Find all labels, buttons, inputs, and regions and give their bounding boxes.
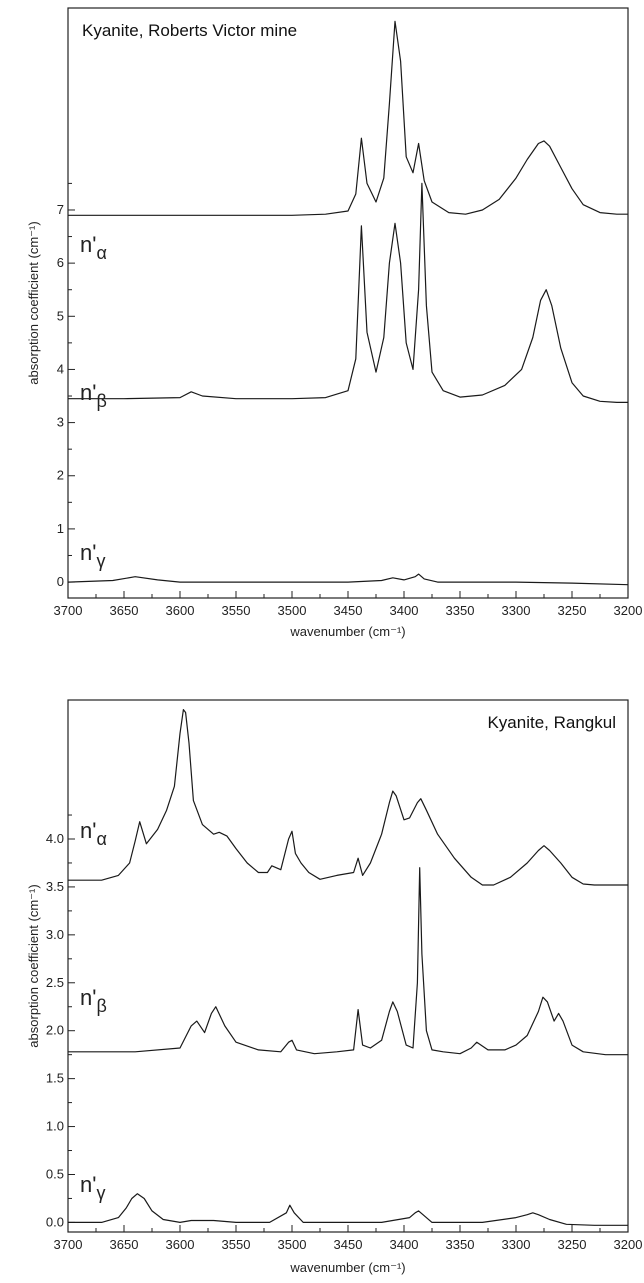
series-label-2: n'β (80, 380, 107, 411)
x-tick-label: 3700 (54, 603, 83, 618)
series-label-2: n'β (80, 985, 107, 1016)
x-tick-label: 3500 (278, 1237, 307, 1252)
chart-panel-1: 3700 3650 3600 3550 3500 3450 3400 3350 3300 3250… (26, 7, 643, 639)
x-tick-label: 3250 (558, 603, 587, 618)
y-tick-label: 0.5 (46, 1166, 64, 1181)
x-tick-label: 3400 (390, 1237, 419, 1252)
chart-panel-2: 3700 3650 3600 3550 3500 3450 3400 3350 3300 3250… (26, 699, 643, 1275)
x-tick-label: 3400 (390, 603, 419, 618)
series-label-1: n'α (80, 818, 107, 849)
series-line-2 (68, 867, 628, 1056)
y-tick-label: 1.0 (46, 1119, 64, 1134)
y-tick-label: 7 (57, 202, 64, 217)
x-tick-label: 3450 (334, 603, 363, 618)
series-label-3: n'γ (80, 540, 105, 571)
series-line-3 (67, 573, 629, 586)
y-tick-label: 1.5 (46, 1071, 64, 1086)
x-tick-label: 3550 (222, 1237, 251, 1252)
x-tick-label: 3200 (614, 1237, 643, 1252)
y-axis-label: absorption coefficient (cm⁻¹) (26, 221, 41, 384)
y-tick-label: 2 (57, 468, 64, 483)
series-line-1 (68, 709, 628, 886)
plot-frame (67, 699, 629, 1233)
y-tick-label: 2.5 (46, 975, 64, 990)
x-tick-label: 3600 (166, 1237, 195, 1252)
x-tick-label: 3550 (222, 603, 251, 618)
x-tick-label: 3600 (166, 603, 195, 618)
series-line-1 (68, 20, 628, 216)
x-tick-label: 3350 (446, 1237, 475, 1252)
x-tick-label: 3200 (614, 603, 643, 618)
y-tick-label: 4 (57, 361, 64, 376)
chart-title: Kyanite, Rangkul (487, 713, 616, 732)
x-tick-label: 3350 (446, 603, 475, 618)
x-tick-label: 3650 (110, 603, 139, 618)
x-tick-label: 3450 (334, 1237, 363, 1252)
chart-title: Kyanite, Roberts Victor mine (82, 21, 297, 40)
series-label-1: n'α (80, 232, 107, 263)
x-tick-label: 3300 (502, 603, 531, 618)
y-tick-label: 2.0 (46, 1023, 64, 1038)
x-tick-label: 3300 (502, 1237, 531, 1252)
y-tick-label: 3 (57, 415, 64, 430)
x-tick-label: 3700 (54, 1237, 83, 1252)
y-tick-label: 0.0 (46, 1214, 64, 1229)
y-tick-label: 3.5 (46, 879, 64, 894)
y-tick-label: 0 (57, 574, 64, 589)
x-tick-label: 3250 (558, 1237, 587, 1252)
y-tick-label: 4.0 (46, 831, 64, 846)
series-line-3 (68, 1193, 628, 1226)
x-axis-label: wavenumber (cm⁻¹) (289, 1260, 405, 1275)
y-tick-label: 1 (57, 521, 64, 536)
y-axis-label: absorption coefficient (cm⁻¹) (26, 884, 41, 1047)
y-tick-label: 5 (57, 308, 64, 323)
series-line-2 (68, 182, 628, 403)
y-tick-label: 6 (57, 255, 64, 270)
plot-frame (67, 7, 629, 599)
x-tick-label: 3500 (278, 603, 307, 618)
x-tick-label: 3650 (110, 1237, 139, 1252)
y-tick-label: 3.0 (46, 927, 64, 942)
series-label-3: n'γ (80, 1172, 105, 1203)
x-axis-label: wavenumber (cm⁻¹) (289, 624, 405, 639)
